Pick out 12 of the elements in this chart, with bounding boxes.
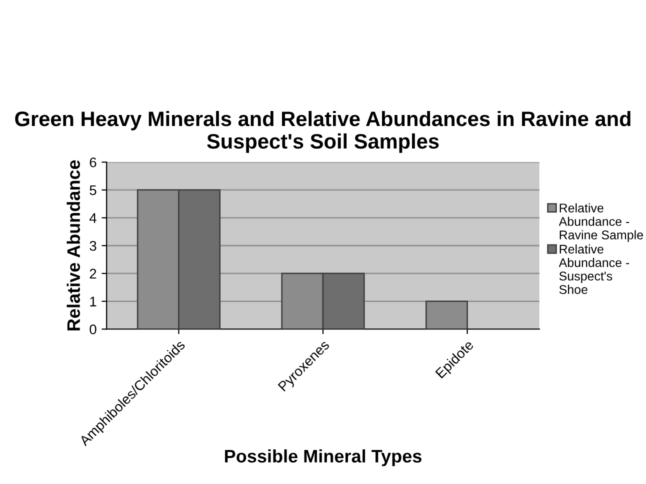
legend-label: Relative Abundance - Suspect's Shoe bbox=[558, 244, 630, 294]
y-tick-label: 6 bbox=[90, 157, 96, 168]
y-tick-label: 3 bbox=[90, 240, 96, 251]
y-tick-label: 0 bbox=[90, 324, 96, 334]
x-axis-title: Possible Mineral Types bbox=[225, 449, 422, 466]
y-axis-title: Relative Abundance bbox=[66, 160, 80, 330]
y-tick-label: 1 bbox=[90, 296, 96, 306]
y-tick-label: 4 bbox=[89, 213, 96, 223]
chart-title: Green Heavy Minerals and Relative Abundances in Ravine and Suspect's Soil Samples bbox=[15, 110, 630, 153]
y-tick-label: 5 bbox=[90, 185, 96, 196]
y-tick-label: 2 bbox=[90, 268, 96, 278]
legend-label: Relative Abundance - Ravine Sample bbox=[558, 203, 643, 242]
